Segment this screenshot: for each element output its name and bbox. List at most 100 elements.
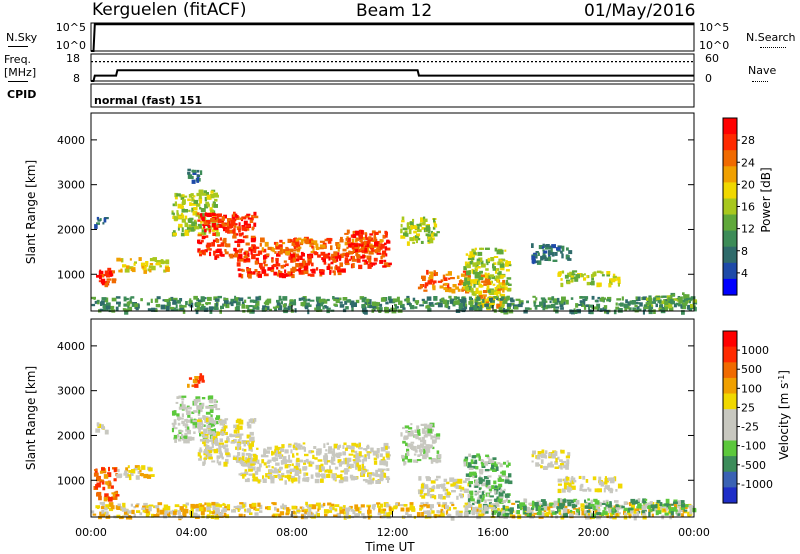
velocity-pixel [358,511,362,514]
power-pixel [295,253,300,258]
velocity-pixel [298,459,303,463]
power-pixel [345,238,348,241]
velocity-pixel [358,447,363,450]
velocity-pixel [214,435,218,439]
power-pixel [501,296,505,299]
velocity-pixel [202,461,205,466]
velocity-pixel [207,424,211,429]
power-pixel [170,296,174,301]
power-pixel [245,259,251,263]
power-pixel [196,177,200,183]
velocity-pixel [580,483,584,488]
power-pixel [212,232,216,236]
power-pixel [177,226,180,231]
power-pixel [661,308,666,311]
velocity-pixel [376,448,380,453]
power-pixel [276,302,281,308]
power-pixel [172,232,177,236]
power-pixel [490,305,494,309]
velocity-pixel [308,504,313,508]
velocity-pixel [428,457,432,460]
power-pixel [277,252,280,257]
power-pixel [443,287,448,291]
power-pixel [635,296,638,300]
velocity-pixel [493,480,497,485]
velocity-pixel [238,419,244,425]
velocity-pixel [516,510,520,515]
colorbar-cell [723,118,737,135]
power-pixel [156,260,161,265]
velocity-pixel [684,504,688,508]
velocity-pixel [450,483,455,487]
power-pixel [500,274,504,279]
power-pixel [402,227,408,231]
power-pixel [274,251,277,254]
power-pixel [486,297,491,301]
velocity-pixel [254,470,259,475]
power-pixel [477,251,483,256]
velocity-pixel [292,510,296,515]
velocity-pixel [677,513,681,516]
power-pixel [645,297,651,301]
velocity-pixel [487,485,492,489]
power-pixel [496,303,501,309]
power-pixel [206,203,210,207]
colorbar-cell [723,182,737,200]
velocity-pixel [331,462,336,465]
velocity-pixel [270,478,275,484]
velocity-pixel [613,476,617,482]
velocity-pixel [222,502,225,506]
velocity-pixel [417,432,421,436]
velocity-pixel [327,509,333,513]
x-tick-label: 00:00 [678,526,710,539]
power-pixel [94,300,97,304]
velocity-pixel [641,505,646,511]
velocity-pixel [124,470,128,475]
velocity-pixel [483,505,487,508]
power-pixel [188,209,191,212]
velocity-pixel [296,509,301,513]
velocity-pixel [483,506,489,512]
power-pixel [361,230,365,235]
power-pixel [145,264,148,267]
velocity-pixel [289,468,295,473]
power-pixel [194,221,197,225]
power-pixel [267,267,272,271]
power-pixel [377,244,380,250]
power-pixel [352,256,355,261]
power-pixel [466,270,471,276]
velocity-pixel [349,474,354,479]
velocity-pixel [633,500,638,505]
power-pixel [458,304,463,309]
velocity-pixel [482,482,486,486]
power-pixel [461,288,464,292]
velocity-pixel [143,502,148,506]
velocity-pixel [573,498,578,503]
velocity-region-0 [93,466,120,502]
power-pixel [241,301,245,305]
y-tick-label: 1000 [57,268,85,281]
colorbar-cell [723,424,737,441]
power-pixel [339,297,342,301]
velocity-pixel [296,457,300,463]
power-pixel [504,249,507,252]
velocity-pixel [209,439,214,442]
power-pixel [300,238,304,244]
power-pixel [364,233,368,239]
power-pixel [154,298,159,303]
velocity-pixel [273,469,279,474]
power-pixel [304,239,309,244]
power-pixel [254,260,258,265]
power-pixel [330,245,333,251]
velocity-pixel [218,449,222,455]
velocity-pixel [183,508,189,514]
velocity-pixel [236,433,240,437]
velocity-pixel [473,461,478,465]
velocity-pixel [464,509,469,512]
velocity-pixel [273,513,279,516]
power-pixel [489,289,495,292]
power-pixel [243,252,246,255]
velocity-pixel [488,458,492,464]
velocity-pixel [204,439,210,443]
